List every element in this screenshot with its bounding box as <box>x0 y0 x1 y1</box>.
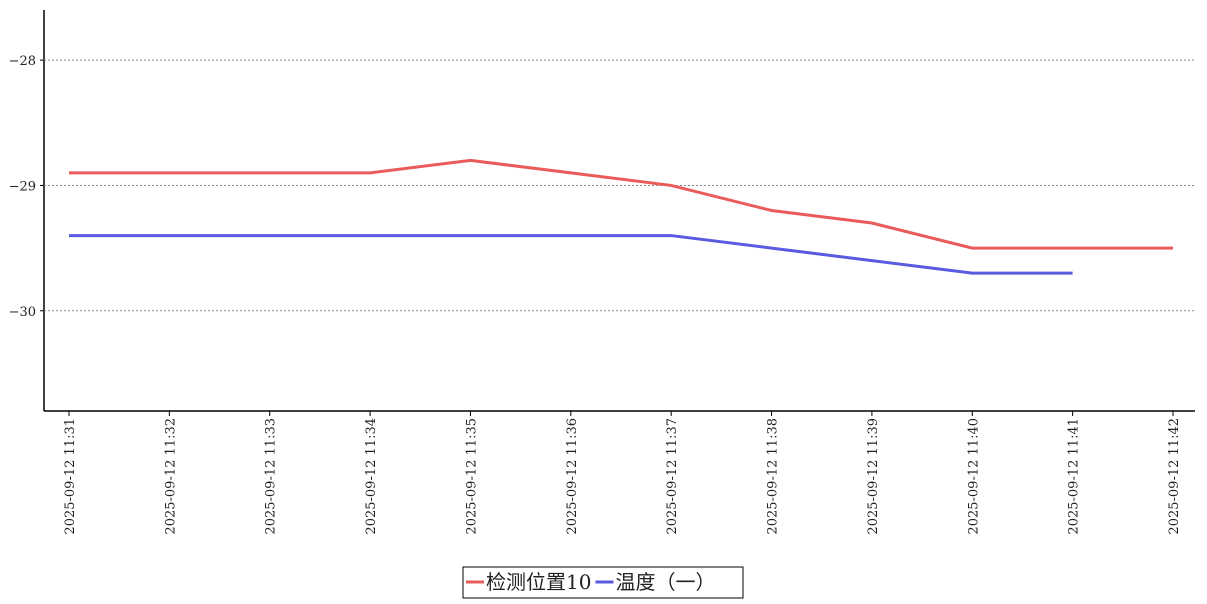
series-line <box>69 158 1173 250</box>
legend-label: 检测位置10 <box>486 570 591 594</box>
x-tick-label: 2025-09-12 11:37 <box>665 418 680 535</box>
legend-label: 温度（一） <box>615 570 715 594</box>
y-tick-label: −28 <box>9 54 36 69</box>
x-tick-label: 2025-09-12 11:35 <box>464 418 479 535</box>
y-tick-label: −29 <box>9 179 36 194</box>
x-tick-label: 2025-09-12 11:40 <box>966 418 981 535</box>
x-tick-label: 2025-09-12 11:36 <box>565 418 580 535</box>
series-line <box>69 234 1073 275</box>
x-tick-label: 2025-09-12 11:38 <box>766 418 781 535</box>
x-tick-label: 2025-09-12 11:39 <box>866 418 881 535</box>
y-tick-label: −30 <box>9 305 36 320</box>
x-tick-label: 2025-09-12 11:42 <box>1167 418 1182 535</box>
x-tick-label: 2025-09-12 11:34 <box>364 418 379 535</box>
x-tick-label: 2025-09-12 11:41 <box>1067 418 1082 535</box>
x-tick-label: 2025-09-12 11:33 <box>264 418 279 535</box>
x-tick-label: 2025-09-12 11:32 <box>163 418 178 535</box>
x-tick-label: 2025-09-12 11:31 <box>63 418 78 535</box>
